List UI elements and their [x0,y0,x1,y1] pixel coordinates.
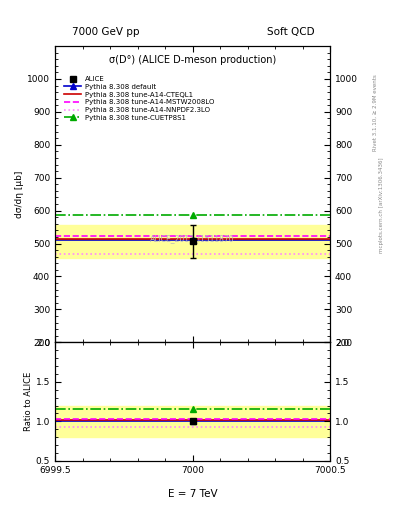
Y-axis label: dσ/dη [μb]: dσ/dη [μb] [15,170,24,218]
Text: Soft QCD: Soft QCD [267,27,314,37]
Text: ALICE_2017_I1511870: ALICE_2017_I1511870 [150,234,235,243]
Text: σ(D°) (ALICE D-meson production): σ(D°) (ALICE D-meson production) [109,55,276,65]
Bar [55,225,330,258]
Text: mcplots.cern.ch [arXiv:1306.3436]: mcplots.cern.ch [arXiv:1306.3436] [380,157,384,252]
Text: Rivet 3.1.10, ≥ 2.9M events: Rivet 3.1.10, ≥ 2.9M events [373,74,378,151]
Y-axis label: Ratio to ALICE: Ratio to ALICE [24,372,33,431]
Bar [55,406,330,437]
Text: E = 7 TeV: E = 7 TeV [168,489,217,499]
Text: 7000 GeV pp: 7000 GeV pp [72,27,140,37]
Legend: ALICE, Pythia 8.308 default, Pythia 8.308 tune-A14-CTEQL1, Pythia 8.308 tune-A14: ALICE, Pythia 8.308 default, Pythia 8.30… [61,73,217,123]
